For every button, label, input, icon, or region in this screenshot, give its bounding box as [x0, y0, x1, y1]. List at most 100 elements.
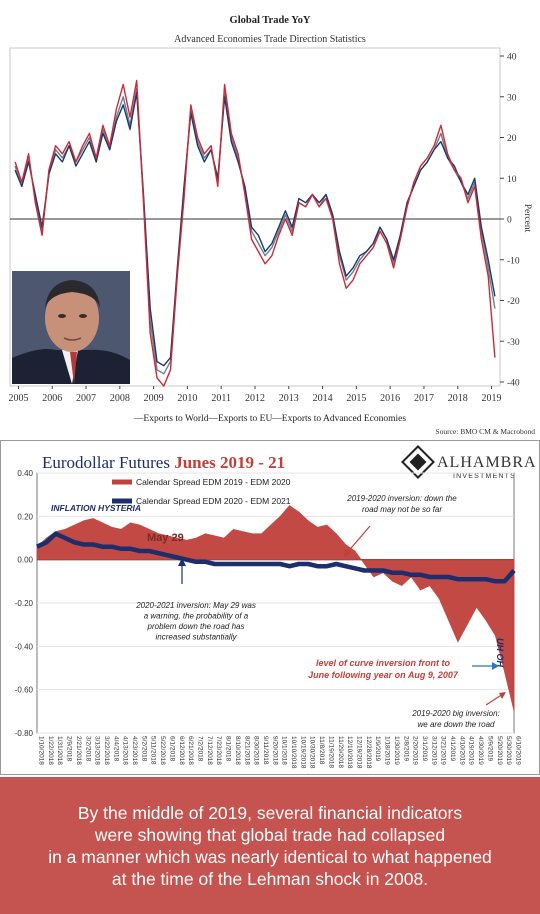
bottom-x-tick-label: 3/12/2019	[430, 736, 437, 765]
top-y-tick-label: -40	[507, 379, 520, 389]
line-edm-2020-2021	[36, 531, 516, 584]
bottom-x-tick-label: 9/11/2018	[262, 736, 269, 765]
bottom-x-tick-label: 3/2/2018	[84, 736, 91, 762]
bottom-x-tick-label: 7/12/2018	[206, 736, 213, 765]
arrow-big-inversion-head	[499, 692, 506, 699]
bottom-title-main: Eurodollar Futures	[42, 453, 174, 472]
top-x-tick-label: 2019	[482, 393, 502, 404]
bottom-x-tick-label: 3/13/2018	[94, 736, 101, 765]
top-x-tick-label: 2014	[313, 393, 333, 404]
annotation-inflation-hysteria: INFLATION HYSTERIA	[51, 503, 141, 513]
top-series-exports-to-eu	[14, 79, 496, 387]
top-x-tick-label: 2016	[380, 393, 400, 404]
bottom-y-tick-label: 0.40	[17, 469, 33, 478]
bottom-x-tick-label: 11/8/2018	[318, 736, 325, 765]
top-series-lines	[14, 79, 496, 387]
bottom-x-tick-label: 4/10/2019	[458, 736, 465, 765]
bottom-y-tick-label: 0.20	[17, 512, 33, 521]
bottom-x-tick-label: 5/2/2018	[140, 736, 147, 762]
area-edm-2019-2020	[36, 505, 515, 712]
top-x-tick-label: 2007	[76, 393, 96, 404]
bottom-area-series	[36, 505, 515, 712]
bottom-x-tick-label: 11/29/2018	[337, 736, 344, 768]
bottom-x-tick-label: 10/30/2018	[309, 736, 316, 769]
bottom-x-tick-label: 3/22/2018	[103, 736, 110, 765]
bottom-x-tick-label: 8/21/2018	[243, 736, 250, 765]
top-y-tick-label: 30	[507, 93, 517, 103]
bottom-x-tick-label: 5/22/2018	[159, 736, 166, 765]
bottom-x-tick-label: 4/13/2018	[122, 736, 129, 765]
bottom-x-tick-label: 4/30/2019	[477, 736, 484, 765]
top-x-tick-label: 2010	[177, 393, 197, 404]
top-x-tick-label: 2006	[42, 393, 62, 404]
bottom-annotations: INFLATION HYSTERIA May 29 2019-2020 inve…	[51, 494, 506, 729]
bottom-x-tick-label: 1/18/2019	[384, 736, 391, 765]
bottom-x-tick-label: 1/31/2018	[56, 736, 63, 765]
bottom-x-tick-label: 5/30/2019	[505, 736, 512, 765]
bottom-x-tick-label: 12/28/2018	[365, 736, 372, 769]
top-y-tick-label: -10	[507, 256, 520, 266]
top-x-tick-label: 2017	[414, 393, 434, 404]
bottom-y-tick-label: -0.60	[15, 686, 34, 695]
bottom-x-axis: 1/10/2018 1/22/2018 1/31/2018 2/9/2018 2/21/…	[38, 736, 522, 769]
arrow-2019-inversion-head	[344, 549, 351, 557]
brand-sub: INVESTMENTS	[453, 473, 516, 480]
bottom-x-tick-label: 4/23/2018	[131, 736, 138, 765]
top-chart-title: Global Trade YoY	[230, 15, 311, 26]
arrow-2019-inversion	[345, 525, 371, 555]
bottom-x-tick-label: 5/11/2018	[150, 736, 157, 765]
caption-text: By the middle of 2019, several financial…	[48, 802, 492, 889]
bottom-x-tick-label: 11/19/2018	[327, 736, 334, 768]
global-trade-chart: Global Trade YoY Advanced Economies Trad…	[8, 15, 535, 436]
arrow-big-inversion	[485, 693, 504, 706]
bottom-x-tick-label: 6/10/2019	[515, 736, 522, 765]
bottom-x-tick-label: 3/1/2019	[421, 736, 428, 762]
bottom-x-tick-label: 4/1/2019	[449, 736, 456, 762]
top-y-tick-label: -30	[507, 338, 520, 348]
bottom-x-tick-label: 2/9/2018	[66, 736, 73, 762]
bottom-x-tick-label: 2/20/2019	[412, 736, 419, 765]
bottom-legend: Calendar Spread EDM 2019 - EDM 2020 Cale…	[112, 477, 291, 506]
eurodollar-futures-chart: Eurodollar Futures Junes 2019 - 21 ALHAM…	[0, 440, 540, 775]
bottom-y-tick-label: 0.00	[17, 556, 33, 565]
annotation-curve-inversion-front: level of curve inversion front to June fo…	[308, 658, 459, 680]
portrait-photo	[12, 271, 130, 384]
annotation-2019-inversion: 2019-2020 inversion: down the road may no…	[346, 494, 457, 514]
bottom-x-tick-label: 2/8/2019	[402, 736, 409, 762]
top-x-tick-label: 2011	[211, 393, 231, 404]
bottom-x-tick-label: 1/30/2019	[393, 736, 400, 765]
bottom-x-tick-label: 5/20/2019	[496, 736, 503, 765]
top-x-axis: 2005 2006 2007 2008 2009 2010 2011 2012 2013 2014…	[8, 386, 502, 404]
bottom-x-tick-label: 3/21/2019	[440, 736, 447, 765]
bottom-x-tick-label: 1/9/2019	[374, 736, 381, 762]
top-legend: —Exports to World—Exports to EU—Exports …	[133, 414, 406, 424]
legend-label-edm2019: Calendar Spread EDM 2019 - EDM 2020	[136, 477, 291, 487]
top-source: Source: BMO CM & Macrobond	[435, 427, 535, 436]
top-x-tick-label: 2018	[448, 393, 468, 404]
bottom-y-tick-label: -0.40	[15, 642, 34, 651]
top-x-tick-label: 2012	[245, 393, 265, 404]
bottom-x-tick-label: 4/19/2019	[468, 736, 475, 765]
annotation-2020-inversion: 2020-2021 inversion: May 29 was a warning…	[135, 601, 256, 642]
bottom-chart-title: Eurodollar Futures Junes 2019 - 21	[42, 453, 285, 472]
top-x-tick-label: 2008	[110, 393, 130, 404]
bottom-x-tick-label: 2/21/2018	[75, 736, 82, 765]
bottom-y-tick-label: -0.20	[15, 599, 34, 608]
bottom-x-tick-label: 10/19/2018	[299, 736, 306, 769]
bottom-x-tick-label: 6/12/2018	[178, 736, 185, 765]
bottom-x-tick-label: 8/30/2018	[253, 736, 260, 765]
bottom-x-tick-label: 12/19/2018	[356, 736, 363, 769]
arrow-may29-head	[178, 558, 186, 566]
top-series-exports-to-world	[14, 92, 496, 367]
caption-banner: By the middle of 2019, several financial…	[0, 777, 540, 914]
top-y-axis-label: Percent	[522, 204, 532, 233]
annotation-may-29: May 29	[147, 532, 184, 544]
annotation-uh-oh: UH OH	[495, 638, 505, 668]
legend-label-edm2020: Calendar Spread EDM 2020 - EDM 2021	[136, 496, 291, 506]
bottom-x-tick-label: 1/10/2018	[38, 736, 45, 765]
bottom-x-tick-label: 8/1/2018	[225, 736, 232, 762]
bottom-x-tick-label: 4/4/2018	[112, 736, 119, 762]
bottom-x-tick-label: 9/20/2018	[271, 736, 278, 765]
bottom-title-accent: Junes 2019 - 21	[174, 453, 285, 472]
top-y-tick-label: 0	[507, 216, 512, 226]
